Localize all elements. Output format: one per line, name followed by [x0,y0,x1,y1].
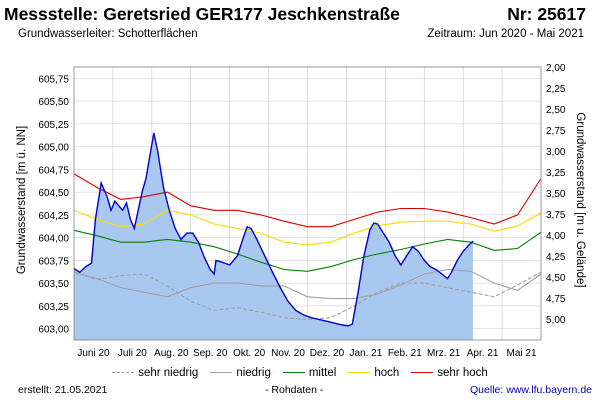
y2-tick-label: 3,00 [546,147,566,158]
x-tick-label: Aug. 20 [154,348,189,359]
legend-swatch [210,372,233,374]
y-tick-label: 604,00 [38,234,69,245]
left-axis-ticks: 603,00 603,25 603,50 603,75 604,00 604,25 604,… [38,74,69,335]
y2-tick-label: 2,75 [546,126,566,137]
created-date: erstellt: 21.05.2021 [18,384,108,396]
x-axis-ticks: Juni 20 Juli 20 Aug. 20 Sep. 20 Okt. 20 Nov. … [77,348,537,359]
right-axis-label: Grundwasserstand [m u. Gelände] [574,112,586,287]
y2-tick-label: 4,75 [546,294,566,305]
aquifer-label: Grundwasserleiter: Schotterflächen [18,28,198,40]
measured-area [74,133,473,340]
y2-tick-label: 3,75 [546,210,566,221]
measured-line [73,132,474,327]
legend-swatch [112,372,135,374]
y2-tick-label: 4,50 [546,273,566,284]
y2-tick-label: 3,50 [546,189,566,200]
measured-fill [74,133,473,340]
x-tick-label: Mai 21 [507,348,537,359]
raw-data-note: - Rohdaten - [265,384,324,396]
legend-item: sehr hoch [411,367,488,379]
legend-item: sehr niedrig [112,367,198,379]
legend-swatch [411,372,434,374]
y-tick-label: 603,00 [38,325,69,336]
x-tick-label: Juni 20 [77,348,110,359]
x-tick-label: Apr. 21 [467,348,499,359]
series-line-hoch [73,209,542,246]
y-tick-label: 604,25 [38,211,69,222]
legend-item: mittel [282,367,337,379]
plot-frame [73,66,542,341]
y-tick-label: 604,50 [38,188,69,199]
legend-label: hoch [374,367,400,379]
series-line-niedrig [73,268,542,300]
x-tick-label: Jan. 21 [349,348,382,359]
x-tick-label: Dez. 20 [310,348,345,359]
legend-label: niedrig [236,367,271,379]
legend-swatch [282,372,305,374]
y2-tick-label: 5,00 [546,315,566,326]
y-tick-label: 605,00 [38,143,69,154]
y-tick-label: 605,25 [38,120,69,131]
y2-tick-label: 2,50 [546,105,566,116]
y-tick-label: 605,75 [38,74,69,85]
right-axis-ticks: 2,00 2,25 2,50 2,75 3,00 3,25 3,50 3,75 4,00 4,25… [546,63,566,326]
y2-tick-label: 3,25 [546,168,566,179]
x-tick-label: Sep. 20 [193,348,228,359]
legend-swatch [348,372,371,374]
legend: sehr niedrig niedrig mittel hoch sehr hoch [0,367,600,379]
y2-tick-label: 4,00 [546,231,566,242]
source-link[interactable]: www.lfu.bayern.de [506,384,592,396]
series-line-sehr-niedrig [73,271,542,321]
legend-label: sehr hoch [437,367,488,379]
station-number: Nr: 25617 [507,4,586,24]
period-label: Zeitraum: Jun 2020 - Mai 2021 [427,28,584,40]
left-axis-label: Grundwasserstand [m ü. NN] [16,126,28,274]
source-label: Quelle: [470,384,507,396]
y-tick-label: 603,50 [38,279,69,290]
source: Quelle: www.lfu.bayern.de [470,384,592,396]
x-tick-label: Nov. 20 [271,348,305,359]
y-tick-label: 605,50 [38,97,69,108]
x-tick-label: Feb. 21 [388,348,422,359]
series-line-sehr-hoch [73,173,542,228]
series-line-mittel [73,229,542,272]
y-tick-label: 604,75 [38,165,69,176]
x-tick-label: Juli 20 [118,348,147,359]
x-tick-label: Mrz. 21 [427,348,461,359]
y2-tick-label: 4,25 [546,252,566,263]
y-tick-label: 603,25 [38,302,69,313]
y2-tick-label: 2,00 [546,63,566,74]
measured-series [73,132,474,327]
legend-item: hoch [348,367,399,379]
legend-label: mittel [308,367,337,379]
y-tick-label: 603,75 [38,256,69,267]
station-title: Messstelle: Geretsried GER177 Jeschkenst… [4,4,400,24]
x-tick-label: Okt. 20 [233,348,266,359]
legend-label: sehr niedrig [138,367,199,379]
y2-tick-label: 2,25 [546,84,566,95]
legend-item: niedrig [210,367,271,379]
statistic-series [73,173,542,321]
